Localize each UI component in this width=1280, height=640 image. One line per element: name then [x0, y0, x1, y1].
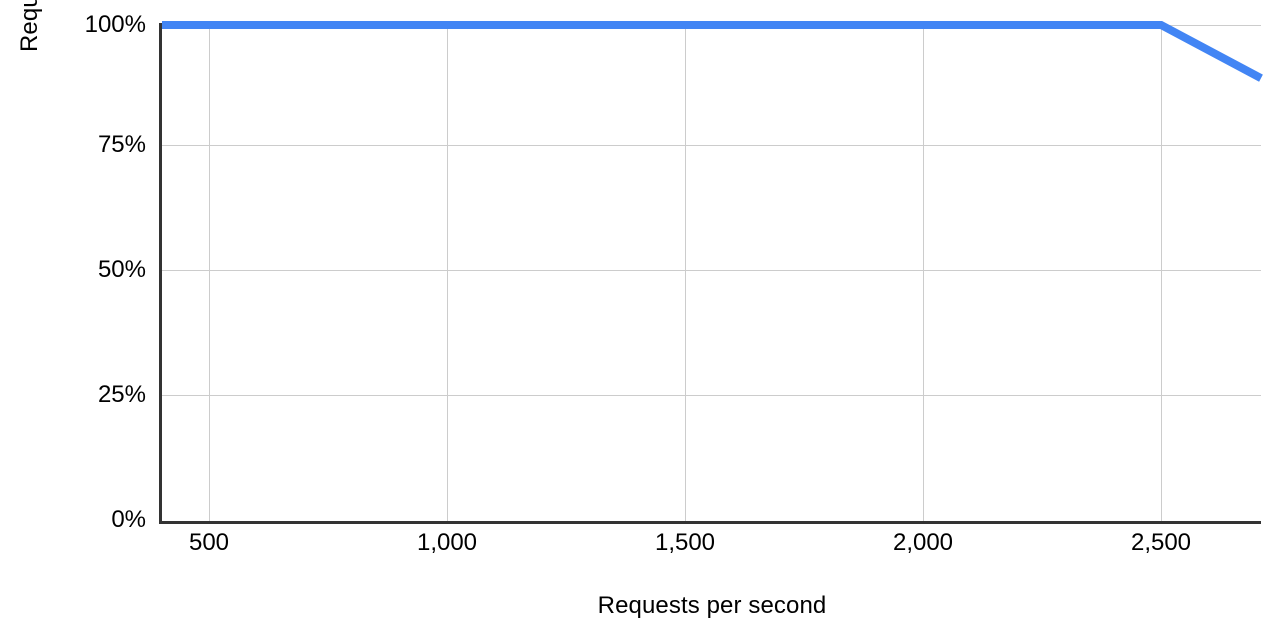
y-axis-tick-label-75: 75%: [97, 131, 146, 158]
gridline-vertical-2000: [923, 25, 924, 522]
series-line-requests-returned: [162, 21, 1263, 82]
gridline-horizontal-50: [162, 270, 1261, 271]
y-axis-tick-label-0: 0%: [111, 506, 146, 533]
y-axis-tick-label-50: 50%: [97, 256, 146, 283]
x-axis-title: Requests per second: [597, 592, 827, 619]
x-axis-tick-label-2000: 2,000: [892, 529, 954, 556]
gridline-horizontal-75: [162, 145, 1261, 146]
x-axis-tick-label-1000: 1,000: [416, 529, 478, 556]
plot-area: [162, 21, 1263, 522]
gridline-vertical-1500: [685, 25, 686, 522]
gridline-horizontal-25: [162, 395, 1261, 396]
x-axis-line: [159, 521, 1261, 524]
y-axis-tick-label-100: 100%: [84, 11, 146, 38]
gridline-vertical-2500: [1161, 25, 1162, 522]
x-axis-tick-label-2500: 2,500: [1130, 529, 1192, 556]
x-axis-tick-label-1500: 1,500: [654, 529, 716, 556]
y-axis-line: [159, 23, 162, 524]
gridline-vertical-1000: [447, 25, 448, 522]
gridline-vertical-500: [209, 25, 210, 522]
series-layer: [162, 21, 1263, 82]
y-axis-tick-label-25: 25%: [97, 381, 146, 408]
x-axis-tick-label-500: 500: [188, 529, 230, 556]
